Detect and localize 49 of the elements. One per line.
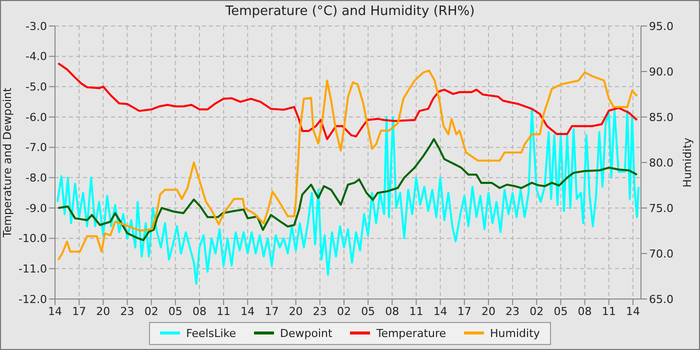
x-tick-label: 02 <box>530 304 544 318</box>
x-tick-label: 20 <box>288 304 303 318</box>
x-tick-label: 08 <box>385 304 400 318</box>
y2-tick-label: 65.0 <box>649 292 674 306</box>
y-axis-title: Temperature and Dewpoint <box>0 86 14 238</box>
x-tick-label: 08 <box>192 304 206 318</box>
y2-tick-label: 70.0 <box>649 247 674 260</box>
y-tick-label: -7.0 <box>26 141 47 154</box>
y-tick-label: -9.0 <box>26 202 47 215</box>
x-tick-label: 11 <box>216 304 231 318</box>
legend-label: Humidity <box>490 326 540 340</box>
y2-tick-label: 90.0 <box>649 65 674 78</box>
chart-title: Temperature (°C) and Humidity (RH%) <box>224 4 476 19</box>
y-tick-label: -10.0 <box>18 232 47 246</box>
y2-tick-label: 95.0 <box>649 20 674 33</box>
y-tick-label: -11.0 <box>18 262 47 276</box>
legend-label: Temperature <box>376 326 446 340</box>
legend-label: FeelsLike <box>186 326 236 340</box>
x-tick-label: 14 <box>48 304 62 318</box>
x-tick-label: 11 <box>602 304 616 318</box>
x-tick-label: 17 <box>264 304 279 318</box>
y2-tick-label: 85.0 <box>649 110 674 124</box>
x-tick-label: 05 <box>168 304 182 318</box>
y2-axis-title: Humidity <box>680 137 694 188</box>
y2-tick-label: 75.0 <box>649 202 674 215</box>
y-tick-label: -12.0 <box>18 292 47 306</box>
x-tick-label: 17 <box>72 304 86 318</box>
x-tick-label: 02 <box>336 304 351 318</box>
x-tick-label: 20 <box>481 304 496 318</box>
x-tick-label: 02 <box>144 304 158 318</box>
x-tick-label: 05 <box>554 304 568 318</box>
y-tick-label: -3.0 <box>26 20 47 33</box>
x-tick-label: 08 <box>578 304 592 318</box>
x-tick-label: 14 <box>240 304 255 318</box>
x-tick-label: 14 <box>433 304 448 318</box>
y2-tick-label: 80.0 <box>649 156 674 170</box>
x-tick-label: 11 <box>409 304 424 318</box>
x-tick-label: 17 <box>457 304 472 318</box>
x-tick-label: 14 <box>626 304 640 318</box>
x-tick-label: 23 <box>312 304 327 318</box>
x-tick-label: 20 <box>96 304 110 318</box>
legend-label: Dewpoint <box>280 326 332 340</box>
x-tick-label: 23 <box>506 304 520 318</box>
x-tick-label: 23 <box>120 304 134 318</box>
y-tick-label: -5.0 <box>26 80 47 94</box>
y-tick-label: -4.0 <box>26 50 47 64</box>
y-tick-label: -6.0 <box>26 110 47 124</box>
x-tick-label: 05 <box>361 304 376 318</box>
y-tick-label: -8.0 <box>26 172 47 185</box>
